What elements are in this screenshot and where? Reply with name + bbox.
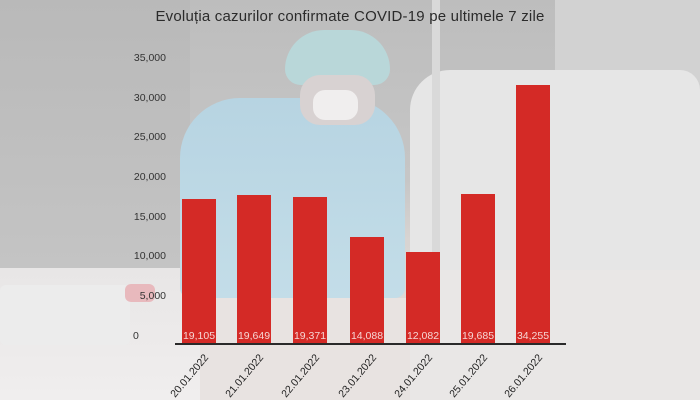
bar-value-label: 19,649: [237, 330, 271, 342]
bar: [237, 194, 271, 343]
y-tick: 5,000: [139, 290, 166, 302]
bar-value-label: 19,105: [182, 330, 216, 342]
chart-title: Evoluția cazurilor confirmate COVID-19 p…: [155, 8, 545, 25]
y-tick: 15,000: [133, 211, 166, 223]
bar-value-label: 19,371: [293, 330, 327, 342]
bar: [516, 84, 550, 343]
bar-value-label: 12,082: [406, 330, 440, 342]
x-axis-line: [175, 343, 566, 345]
bar-value-label: 19,685: [461, 330, 495, 342]
bar: [350, 236, 384, 343]
y-tick: 20,000: [133, 171, 166, 183]
bar-value-label: 34,255: [516, 330, 550, 342]
y-tick: 35,000: [133, 52, 166, 64]
y-tick: 30,000: [133, 92, 166, 104]
y-tick: 25,000: [133, 131, 166, 143]
bar-value-label: 14,088: [350, 330, 384, 342]
bar: [293, 196, 327, 343]
y-tick: 10,000: [133, 250, 166, 262]
y-tick: 0: [133, 330, 139, 342]
bar: [182, 198, 216, 343]
bar: [406, 251, 440, 343]
bar: [461, 194, 495, 343]
